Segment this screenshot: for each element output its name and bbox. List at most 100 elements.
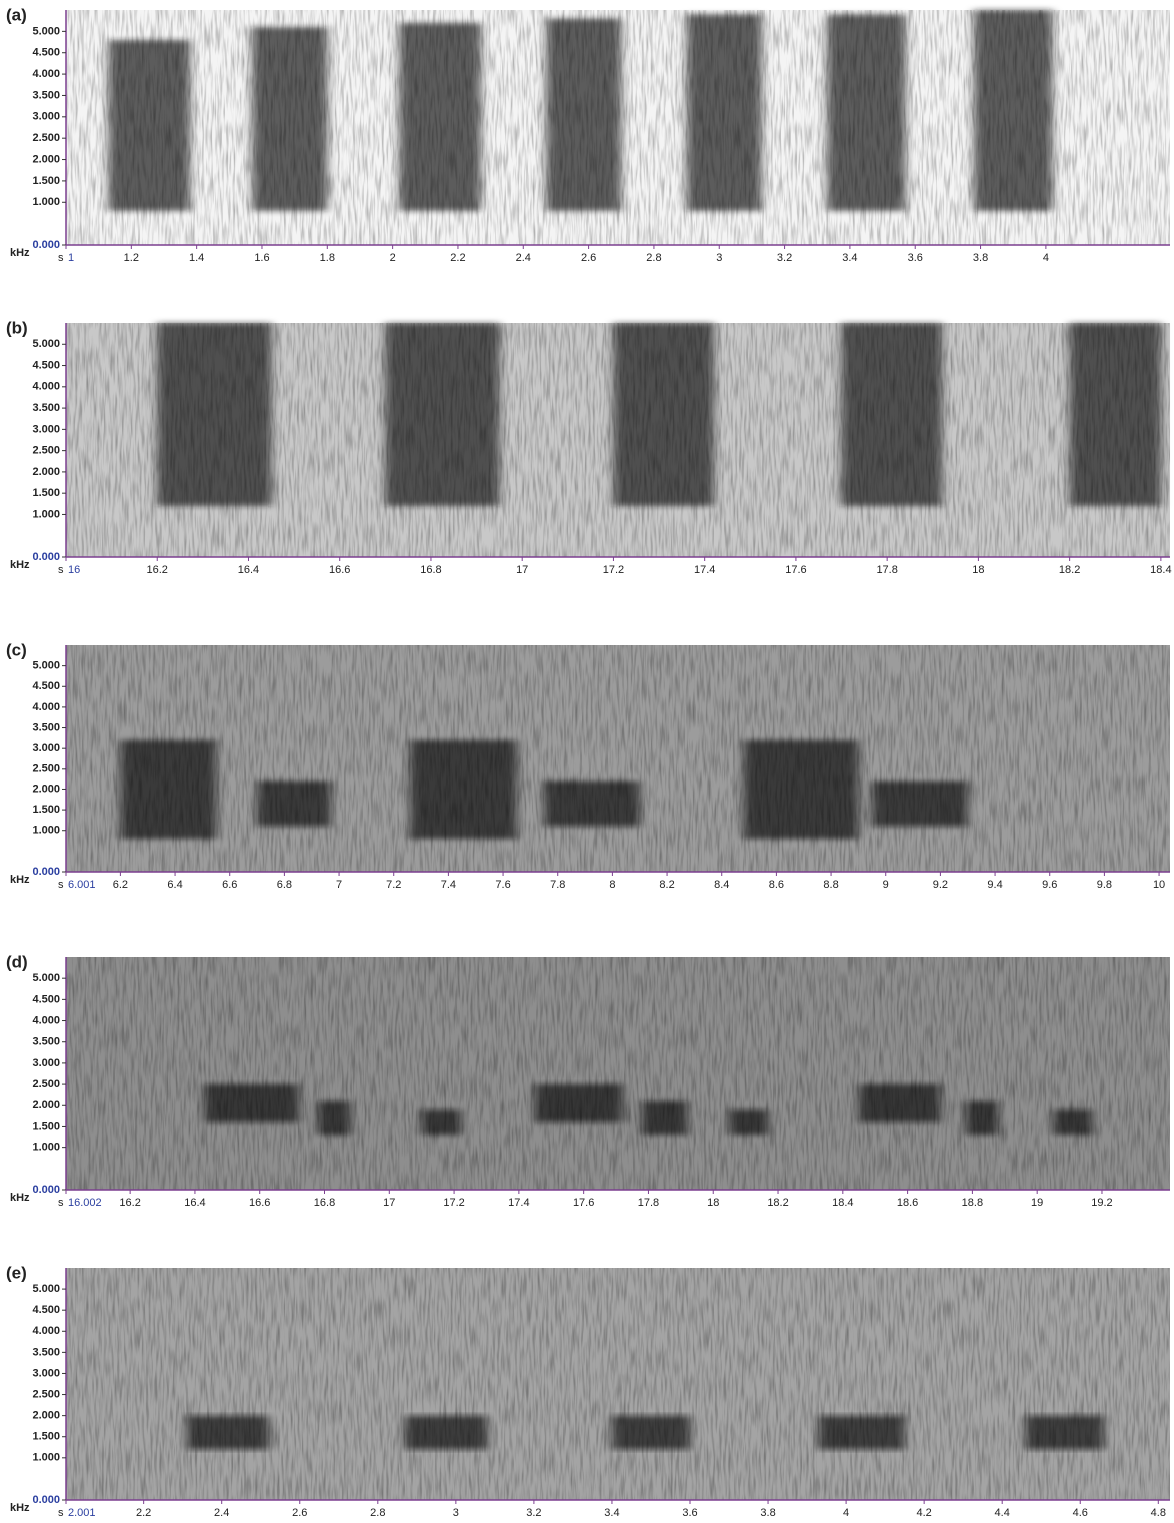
y-unit: kHz xyxy=(10,559,30,571)
x-tick-label: 17.6 xyxy=(785,564,806,576)
x-tick-label: 19.2 xyxy=(1091,1197,1112,1209)
x-tick-label: 6.2 xyxy=(113,879,128,891)
x-tick-label: 1.2 xyxy=(124,252,139,264)
y-tick-label: 3.500 xyxy=(32,1346,60,1358)
panel: (b) 0.000 1.000 1.500 2.000 2.500 3.000 3.500 4.… xyxy=(6,318,1172,575)
y-tick-label: 2.500 xyxy=(32,132,60,144)
noise-texture xyxy=(66,10,1170,245)
y-tick-label: 1.500 xyxy=(32,804,60,816)
x-tick-label: 6.6 xyxy=(222,879,237,891)
x-unit: s xyxy=(58,1507,64,1519)
y-tick-label: 2.000 xyxy=(32,466,60,478)
y-tick-label: 2.500 xyxy=(32,445,60,457)
x-tick-label: 17 xyxy=(383,1197,395,1209)
x-tick-label: 7.4 xyxy=(441,879,456,891)
x-unit: s xyxy=(58,1197,64,1209)
y-tick-label: 2.000 xyxy=(32,783,60,795)
y-tick-label: 1.000 xyxy=(32,196,60,208)
x-tick-label: 9 xyxy=(883,879,889,891)
x-tick-label: 17.4 xyxy=(508,1197,529,1209)
y-tick-label: 3.000 xyxy=(32,742,60,754)
x-tick-label: 3.2 xyxy=(526,1507,541,1519)
x-tick-label: 18 xyxy=(707,1197,719,1209)
x-tick-label: 3.6 xyxy=(682,1507,697,1519)
y-tick-label: 3.500 xyxy=(32,721,60,733)
x-tick-label: 8.4 xyxy=(714,879,729,891)
x-tick-label: 17.2 xyxy=(603,564,624,576)
y-tick-label: 1.500 xyxy=(32,1120,60,1132)
y-tick-label: 4.500 xyxy=(32,47,60,59)
panel-title: (e) xyxy=(6,1263,27,1282)
x-tick-label: 18.6 xyxy=(897,1197,918,1209)
x-tick-label: 17.2 xyxy=(443,1197,464,1209)
y-tick-label: 3.500 xyxy=(32,402,60,414)
y-tick-label: 2.500 xyxy=(32,763,60,775)
panel: (c) 0.000 1.000 1.500 2.000 2.500 3.000 3.500 4.… xyxy=(6,640,1170,891)
x-tick-label: 1.8 xyxy=(320,252,335,264)
y-tick-label: 0.000 xyxy=(32,1184,60,1196)
y-tick-label: 1.000 xyxy=(32,1142,60,1154)
x-tick-label: 16.4 xyxy=(184,1197,205,1209)
x-unit: s xyxy=(58,252,64,264)
x-tick-label: 6.8 xyxy=(277,879,292,891)
y-tick-label: 1.500 xyxy=(32,175,60,187)
y-tick-label: 4.000 xyxy=(32,701,60,713)
panel: (d) 0.000 1.000 1.500 2.000 2.500 3.000 3.500 4.… xyxy=(6,952,1170,1209)
y-tick-label: 4.000 xyxy=(32,1325,60,1337)
y-tick-label: 4.500 xyxy=(32,680,60,692)
x-tick-label: 2.8 xyxy=(646,252,661,264)
x-tick-label: 18 xyxy=(972,564,984,576)
y-tick-label: 3.500 xyxy=(32,1036,60,1048)
x-tick-label: 16.4 xyxy=(238,564,259,576)
x-tick-label: 17.4 xyxy=(694,564,715,576)
y-tick-label: 3.500 xyxy=(32,89,60,101)
x-tick-label: 4.8 xyxy=(1151,1507,1166,1519)
x-tick-label: 1.6 xyxy=(254,252,269,264)
x-tick-label: 4.6 xyxy=(1073,1507,1088,1519)
x-tick-label: 9.8 xyxy=(1097,879,1112,891)
panel-title: (b) xyxy=(6,318,28,337)
y-tick-label: 4.500 xyxy=(32,359,60,371)
x-tick-label: 19 xyxy=(1031,1197,1043,1209)
x-tick-label: 8.6 xyxy=(769,879,784,891)
y-tick-label: 2.000 xyxy=(32,1410,60,1422)
y-tick-label: 5.000 xyxy=(32,972,60,984)
x-tick-label: 1.4 xyxy=(189,252,204,264)
y-tick-label: 3.000 xyxy=(32,1057,60,1069)
y-tick-label: 0.000 xyxy=(32,1494,60,1506)
x-tick-label: 18.2 xyxy=(767,1197,788,1209)
x-tick-label: 3 xyxy=(716,252,722,264)
y-tick-label: 1.000 xyxy=(32,825,60,837)
x-tick-label: 4.4 xyxy=(995,1507,1010,1519)
x-tick-label: 7 xyxy=(336,879,342,891)
x-tick-label: 17.8 xyxy=(876,564,897,576)
x-tick-label: 4 xyxy=(843,1507,849,1519)
x-tick-label: 18.8 xyxy=(962,1197,983,1209)
x-tick-label: 2 xyxy=(390,252,396,264)
x-tick-label: 17.8 xyxy=(638,1197,659,1209)
y-unit: kHz xyxy=(10,874,30,886)
noise-texture xyxy=(66,1268,1170,1500)
y-tick-label: 3.000 xyxy=(32,1367,60,1379)
x-tick-label: 17.6 xyxy=(573,1197,594,1209)
y-tick-label: 1.000 xyxy=(32,1452,60,1464)
x-tick-label: 3.6 xyxy=(908,252,923,264)
y-tick-label: 4.500 xyxy=(32,1304,60,1316)
x-tick-label: 18.4 xyxy=(832,1197,853,1209)
x-tick-label: 8.2 xyxy=(659,879,674,891)
x-tick-label: 16 xyxy=(68,564,80,576)
x-tick-label: 4 xyxy=(1043,252,1049,264)
y-tick-label: 3.000 xyxy=(32,111,60,123)
x-tick-label: 3.4 xyxy=(842,252,857,264)
x-tick-label: 16.6 xyxy=(329,564,350,576)
y-tick-label: 5.000 xyxy=(32,1283,60,1295)
panel: (e) 0.000 1.000 1.500 2.000 2.500 3.000 3.500 4.… xyxy=(6,1263,1170,1519)
x-tick-label: 2.2 xyxy=(136,1507,151,1519)
x-tick-label: 16.8 xyxy=(314,1197,335,1209)
noise-texture xyxy=(66,957,1170,1190)
panel-title: (c) xyxy=(6,640,27,659)
y-unit: kHz xyxy=(10,1192,30,1204)
y-tick-label: 1.500 xyxy=(32,487,60,499)
x-tick-label: 17 xyxy=(516,564,528,576)
